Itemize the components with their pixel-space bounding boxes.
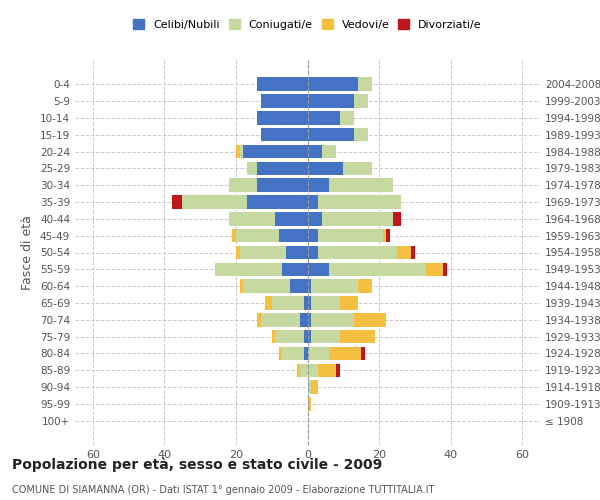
Bar (386, 229, 390, 242)
Bar (308, 280, 311, 293)
Bar (257, 111, 308, 124)
Bar (229, 178, 257, 192)
Bar (272, 296, 304, 310)
Bar (361, 346, 365, 360)
Bar (308, 111, 340, 124)
Bar (311, 313, 354, 326)
Bar (308, 178, 329, 192)
Bar (322, 145, 336, 158)
Bar (358, 280, 372, 293)
Bar (318, 364, 336, 377)
Bar (182, 196, 247, 209)
Bar (311, 296, 340, 310)
Bar (329, 346, 361, 360)
Bar (308, 145, 322, 158)
Bar (265, 296, 272, 310)
Bar (272, 330, 275, 344)
Bar (257, 78, 308, 91)
Bar (308, 296, 311, 310)
Bar (239, 145, 243, 158)
Bar (308, 346, 329, 360)
Bar (257, 178, 308, 192)
Bar (279, 346, 283, 360)
Bar (290, 280, 308, 293)
Legend: Celibi/Nubili, Coniugati/e, Vedovi/e, Divorziati/e: Celibi/Nubili, Coniugati/e, Vedovi/e, Di… (130, 16, 485, 33)
Bar (229, 212, 275, 226)
Bar (308, 364, 318, 377)
Bar (304, 330, 308, 344)
Bar (411, 246, 415, 259)
Bar (329, 262, 425, 276)
Text: COMUNE DI SIAMANNA (OR) - Dati ISTAT 1° gennaio 2009 - Elaborazione TUTTITALIA.I: COMUNE DI SIAMANNA (OR) - Dati ISTAT 1° … (12, 485, 434, 495)
Bar (308, 330, 311, 344)
Bar (308, 229, 318, 242)
Bar (257, 162, 308, 175)
Bar (257, 313, 261, 326)
Bar (308, 212, 322, 226)
Bar (311, 380, 318, 394)
Bar (239, 280, 243, 293)
Bar (394, 212, 401, 226)
Bar (308, 380, 311, 394)
Bar (311, 280, 358, 293)
Bar (297, 364, 301, 377)
Bar (243, 145, 308, 158)
Bar (283, 346, 304, 360)
Bar (318, 196, 401, 209)
Bar (301, 313, 308, 326)
Y-axis label: Fasce di età: Fasce di età (22, 215, 34, 290)
Bar (247, 162, 257, 175)
Bar (301, 364, 308, 377)
Bar (383, 229, 386, 242)
Bar (308, 162, 343, 175)
Bar (236, 246, 239, 259)
Bar (236, 229, 279, 242)
Bar (304, 296, 308, 310)
Bar (304, 346, 308, 360)
Bar (308, 78, 358, 91)
Bar (232, 229, 236, 242)
Bar (308, 94, 354, 108)
Bar (354, 128, 368, 141)
Bar (340, 111, 354, 124)
Bar (261, 128, 308, 141)
Bar (215, 262, 283, 276)
Bar (443, 262, 447, 276)
Bar (243, 280, 290, 293)
Bar (308, 262, 329, 276)
Bar (261, 94, 308, 108)
Bar (308, 128, 354, 141)
Bar (354, 94, 368, 108)
Bar (322, 212, 394, 226)
Bar (343, 162, 372, 175)
Bar (329, 178, 394, 192)
Bar (286, 246, 308, 259)
Bar (340, 330, 376, 344)
Bar (318, 229, 383, 242)
Bar (275, 212, 308, 226)
Bar (336, 364, 340, 377)
Bar (308, 196, 318, 209)
Bar (311, 330, 340, 344)
Bar (354, 313, 386, 326)
Bar (318, 246, 397, 259)
Bar (172, 196, 182, 209)
Bar (358, 78, 372, 91)
Text: Popolazione per età, sesso e stato civile - 2009: Popolazione per età, sesso e stato civil… (12, 458, 382, 472)
Bar (275, 330, 304, 344)
Bar (283, 262, 308, 276)
Bar (247, 196, 308, 209)
Bar (279, 229, 308, 242)
Bar (308, 397, 311, 410)
Bar (425, 262, 443, 276)
Bar (236, 145, 239, 158)
Bar (308, 313, 311, 326)
Bar (340, 296, 358, 310)
Bar (308, 246, 318, 259)
Bar (397, 246, 411, 259)
Bar (261, 313, 301, 326)
Bar (239, 246, 286, 259)
